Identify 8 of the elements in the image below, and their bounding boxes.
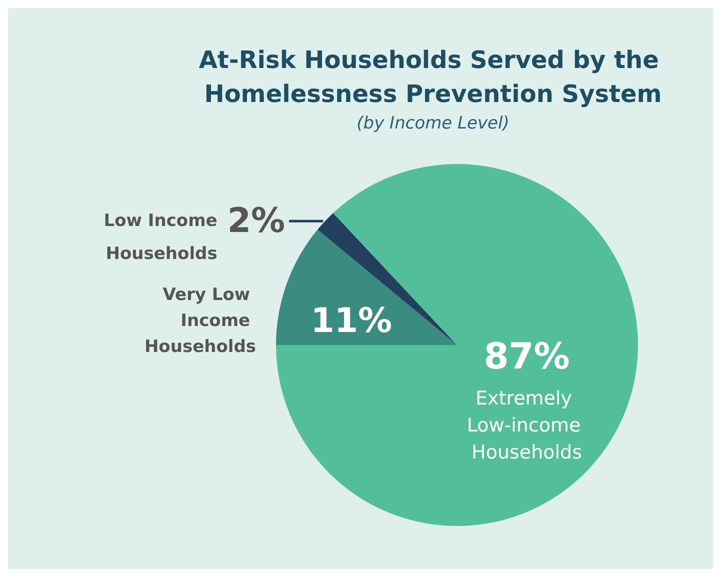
slice-label: Extremely Low-income Households (466, 388, 587, 464)
data-label: 87% (484, 336, 570, 378)
slice-label: Low Income Households (104, 211, 218, 264)
data-label: 11% (310, 300, 392, 341)
chart-title: At-Risk Households Served by the Homelessness Prevention System (198, 46, 668, 108)
chart-subtitle: (by Income Level) (356, 114, 510, 134)
data-label: 2% (227, 201, 286, 242)
slice-label: Very Low Income Households (144, 284, 256, 357)
